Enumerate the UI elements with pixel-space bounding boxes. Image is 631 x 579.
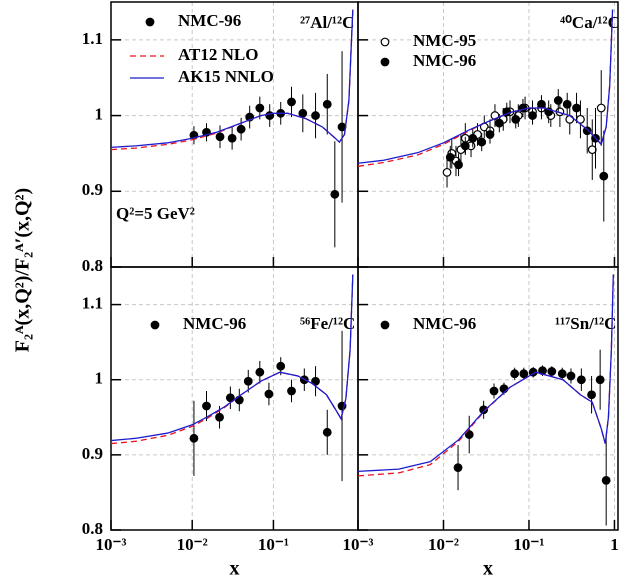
legend-label: NMC-96 [413, 51, 476, 70]
y-tick-label: 0.8 [82, 256, 103, 275]
legend-marker [380, 37, 390, 47]
data-point [215, 412, 224, 422]
plot-frame [110, 1, 359, 268]
data-point [322, 99, 332, 109]
data-point [479, 405, 489, 415]
data-point [445, 152, 455, 162]
data-point [236, 124, 246, 134]
panel-label: ⁴⁰Ca/¹²C [560, 13, 620, 32]
data-point [528, 111, 537, 120]
legend-marker [380, 57, 390, 67]
curve [358, 9, 614, 164]
data-point [547, 367, 557, 376]
data-point [202, 401, 211, 411]
data-point [322, 427, 332, 437]
data-point [454, 160, 463, 170]
data-point [562, 99, 572, 109]
y-tick-label: 1 [95, 369, 104, 388]
data-point [468, 133, 478, 143]
data-point [499, 384, 509, 394]
x-tick-label: 10⁻² [177, 535, 208, 554]
x-tick-label: 10⁻² [428, 535, 459, 554]
legend-label: NMC-96 [413, 314, 476, 333]
data-point [460, 141, 470, 151]
data-point [485, 130, 495, 139]
data-point [519, 369, 529, 379]
legend-label: NMC-96 [178, 11, 241, 30]
data-point [510, 369, 520, 379]
x-tick-label: 1 [610, 535, 619, 554]
data-point [442, 167, 452, 177]
data-point [243, 376, 253, 386]
data-point [311, 376, 320, 386]
curve [111, 274, 354, 442]
data-point [511, 114, 521, 124]
data-point [596, 103, 606, 113]
curve [111, 274, 354, 445]
data-point [566, 371, 576, 381]
data-point [553, 96, 563, 105]
x-tick-label: 10⁻³ [95, 535, 126, 554]
data-point [464, 430, 474, 439]
data-point [582, 126, 592, 136]
data-point [227, 133, 237, 143]
data-point [255, 103, 265, 113]
y-tick-label: 1 [95, 104, 104, 123]
y-tick-label: 1.1 [82, 29, 103, 48]
x-tick-label: 10⁻³ [342, 535, 373, 554]
legend-marker [145, 17, 155, 27]
data-point [565, 114, 575, 124]
y-tick-label: 0.9 [82, 180, 103, 199]
x-tick-label: 10⁻¹ [258, 535, 289, 554]
annotation: Q²=5 GeV² [116, 204, 195, 223]
legend-label: NMC-96 [183, 314, 246, 333]
curve [111, 9, 354, 149]
data-point [494, 118, 504, 128]
data-point [537, 99, 546, 109]
x-axis-label: x [483, 558, 493, 579]
data-point [595, 375, 605, 385]
x-axis-label: x [230, 558, 240, 579]
data-point [576, 375, 586, 385]
data-point [311, 111, 320, 120]
x-tick-label: 10⁻¹ [513, 535, 544, 554]
data-point [276, 361, 286, 371]
y-tick-label: 0.9 [82, 444, 103, 463]
panel-label: ⁵⁶Fe/¹²C [300, 314, 355, 333]
legend-label: AT12 NLO [178, 45, 258, 64]
panel-label: ²⁷Al/¹²C [300, 13, 354, 32]
data-point [453, 463, 463, 473]
y-axis-label: F₂ᴬ(x,Q²)/F₂ᴬ′(x,Q²) [12, 188, 34, 352]
data-point [587, 390, 596, 400]
curve [358, 274, 614, 473]
data-point [287, 97, 296, 107]
data-point [215, 132, 225, 142]
data-point [189, 433, 199, 443]
data-point [264, 389, 274, 399]
data-point [287, 386, 296, 396]
y-tick-label: 1.1 [82, 293, 103, 312]
legend-label: AK15 NNLO [178, 67, 274, 86]
data-point [298, 108, 308, 118]
panel-label: ¹¹⁷Sn/¹²C [555, 314, 616, 333]
data-point [330, 189, 340, 199]
y-tick-label: 0.8 [82, 519, 103, 538]
data-point [225, 393, 235, 403]
legend-marker [150, 320, 160, 330]
data-point [599, 171, 609, 181]
data-point [557, 369, 567, 379]
plot-frame [357, 266, 619, 531]
legend-label: NMC-95 [413, 31, 476, 50]
data-point [477, 137, 487, 147]
data-point [587, 145, 597, 155]
legend-marker [380, 320, 390, 330]
data-point [572, 103, 581, 113]
data-point [601, 476, 611, 485]
data-point [255, 367, 265, 377]
data-point [489, 386, 499, 396]
